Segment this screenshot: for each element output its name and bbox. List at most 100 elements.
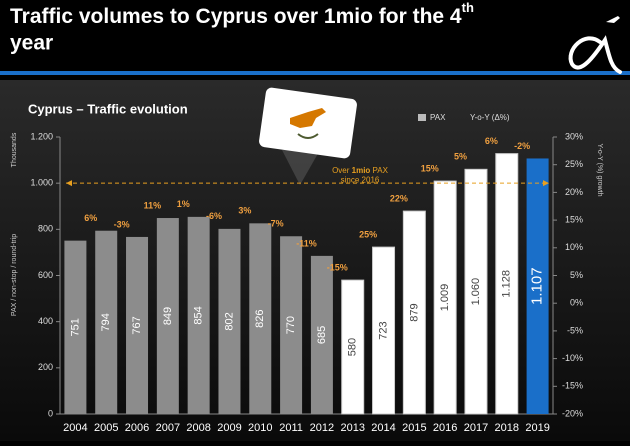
- y-axis-label: Thousands: [11, 132, 18, 167]
- x-tick-label: 2004: [63, 422, 87, 434]
- bar-value-label: 723: [377, 321, 389, 339]
- x-tick-label: 2017: [464, 422, 488, 434]
- bar-value-label: 751: [69, 318, 81, 336]
- bar: [372, 246, 396, 415]
- y-axis-label: PAX / non-stop / round-trip: [11, 234, 18, 316]
- y2-tick-label: 0%: [570, 298, 583, 308]
- bar: [433, 180, 457, 415]
- y2-tick-label: -5%: [567, 325, 583, 335]
- y2-axis-label: Y-o-Y (%) growth: [596, 144, 603, 197]
- y-tick-label: 1.200: [30, 131, 53, 141]
- bar-value-label: 685: [316, 326, 328, 344]
- x-tick-label: 2011: [279, 422, 303, 434]
- plane-icon: [606, 16, 620, 23]
- annotation-post: PAX: [370, 166, 388, 175]
- annotation-bold: 1mio: [352, 166, 371, 175]
- x-tick-label: 2013: [340, 422, 364, 434]
- yoy-label: 6%: [485, 136, 498, 146]
- bar-value-label: 1.128: [501, 270, 513, 298]
- y-tick-label: 200: [38, 362, 53, 372]
- y-tick-label: 400: [38, 316, 53, 326]
- legend-label: Y-o-Y (Δ%): [470, 113, 510, 122]
- flag-card: [259, 87, 357, 185]
- x-tick-label: 2016: [433, 422, 457, 434]
- bar: [95, 230, 118, 414]
- bar-value-label: 849: [162, 307, 174, 325]
- y2-tick-label: 5%: [570, 270, 583, 280]
- x-tick-label: 2014: [371, 422, 395, 434]
- y-tick-label: 1.000: [30, 178, 53, 188]
- x-tick-label: 2010: [248, 422, 272, 434]
- y2-tick-label: 20%: [565, 187, 583, 197]
- bar: [310, 255, 333, 414]
- y2-tick-label: -10%: [562, 353, 583, 363]
- y2-tick-label: -20%: [562, 408, 583, 418]
- bar-value-label: 794: [100, 313, 112, 331]
- bar-value-label: 826: [254, 309, 266, 327]
- yoy-label: -15%: [327, 262, 348, 272]
- yoy-label: -7%: [268, 219, 284, 229]
- y2-tick-label: 25%: [565, 159, 583, 169]
- bar: [187, 216, 210, 414]
- bar: [64, 240, 87, 414]
- yoy-label: -3%: [114, 219, 130, 229]
- yoy-label: -11%: [296, 238, 317, 248]
- annotation-text: Over 1mio PAX: [332, 166, 389, 175]
- y-tick-label: 600: [38, 270, 53, 280]
- x-tick-label: 2012: [310, 422, 334, 434]
- x-tick-label: 2018: [495, 422, 519, 434]
- bar: [218, 228, 241, 414]
- y2-tick-label: 30%: [565, 131, 583, 141]
- bar-value-label: 770: [285, 316, 297, 334]
- x-tick-label: 2009: [217, 422, 241, 434]
- annotation-text: since 2016: [341, 175, 380, 184]
- yoy-label: 11%: [144, 200, 162, 210]
- bar: [126, 236, 149, 414]
- yoy-label: 5%: [454, 152, 467, 162]
- page-title-2: year: [10, 32, 53, 55]
- yoy-label: 22%: [390, 193, 408, 203]
- header-line: [0, 71, 630, 75]
- x-tick-label: 2008: [186, 422, 210, 434]
- legend-swatch: [418, 114, 426, 121]
- bar-value-label: 854: [193, 306, 205, 324]
- annotation-pre: Over: [332, 166, 352, 175]
- yoy-label: 25%: [359, 229, 377, 239]
- bar: [156, 218, 179, 414]
- yoy-label: 6%: [84, 213, 97, 223]
- bar-value-label: 1.107: [529, 267, 546, 305]
- x-tick-label: 2006: [125, 422, 149, 434]
- y2-tick-label: -15%: [562, 381, 583, 391]
- y-tick-label: 0: [48, 408, 53, 418]
- x-tick-label: 2019: [525, 422, 549, 434]
- bar: [402, 210, 426, 415]
- bar: [495, 153, 519, 415]
- legend-label: PAX: [430, 113, 446, 122]
- x-tick-label: 2005: [94, 422, 118, 434]
- bar-value-label: 1.009: [439, 284, 451, 312]
- x-tick-label: 2007: [156, 422, 180, 434]
- yoy-label: 15%: [421, 163, 439, 173]
- y2-tick-label: 15%: [565, 214, 583, 224]
- page-title: Traffic volumes to Cyprus over 1mio for …: [10, 0, 474, 27]
- bar: [280, 236, 303, 414]
- chart-title: Cyprus – Traffic evolution: [28, 101, 188, 116]
- y-tick-label: 800: [38, 224, 53, 234]
- bar: [249, 223, 272, 414]
- bar-value-label: 879: [408, 303, 420, 321]
- bar: [341, 279, 365, 415]
- logo: [568, 35, 622, 74]
- bar-value-label: 767: [131, 316, 143, 334]
- bar-value-label: 580: [347, 338, 359, 356]
- y2-tick-label: 10%: [565, 242, 583, 252]
- yoy-label: -6%: [206, 211, 222, 221]
- bar: [526, 158, 549, 414]
- bar-value-label: 1.060: [470, 278, 482, 306]
- yoy-label: 3%: [238, 206, 251, 216]
- bar-value-label: 802: [223, 312, 235, 330]
- x-tick-label: 2015: [402, 422, 426, 434]
- bar: [464, 168, 488, 415]
- yoy-label: -2%: [514, 141, 530, 151]
